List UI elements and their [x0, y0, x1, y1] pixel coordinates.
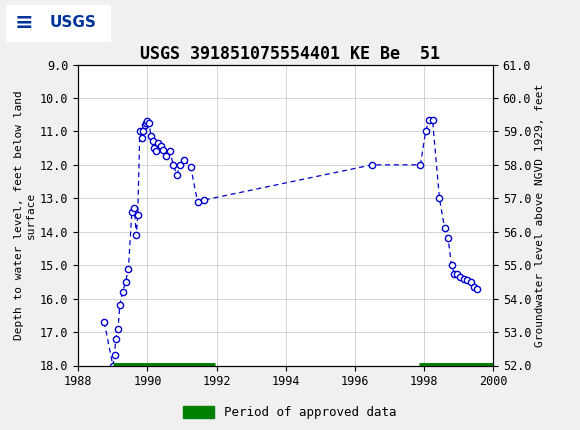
Y-axis label: Groundwater level above NGVD 1929, feet: Groundwater level above NGVD 1929, feet	[535, 83, 545, 347]
Text: USGS: USGS	[49, 15, 96, 30]
Text: USGS 391851075554401 KE Be  51: USGS 391851075554401 KE Be 51	[140, 45, 440, 63]
Legend: Period of approved data: Period of approved data	[178, 401, 402, 424]
Text: ≡: ≡	[14, 12, 33, 33]
Y-axis label: Depth to water level, feet below land
surface: Depth to water level, feet below land su…	[14, 90, 36, 340]
Bar	[6, 4, 110, 41]
